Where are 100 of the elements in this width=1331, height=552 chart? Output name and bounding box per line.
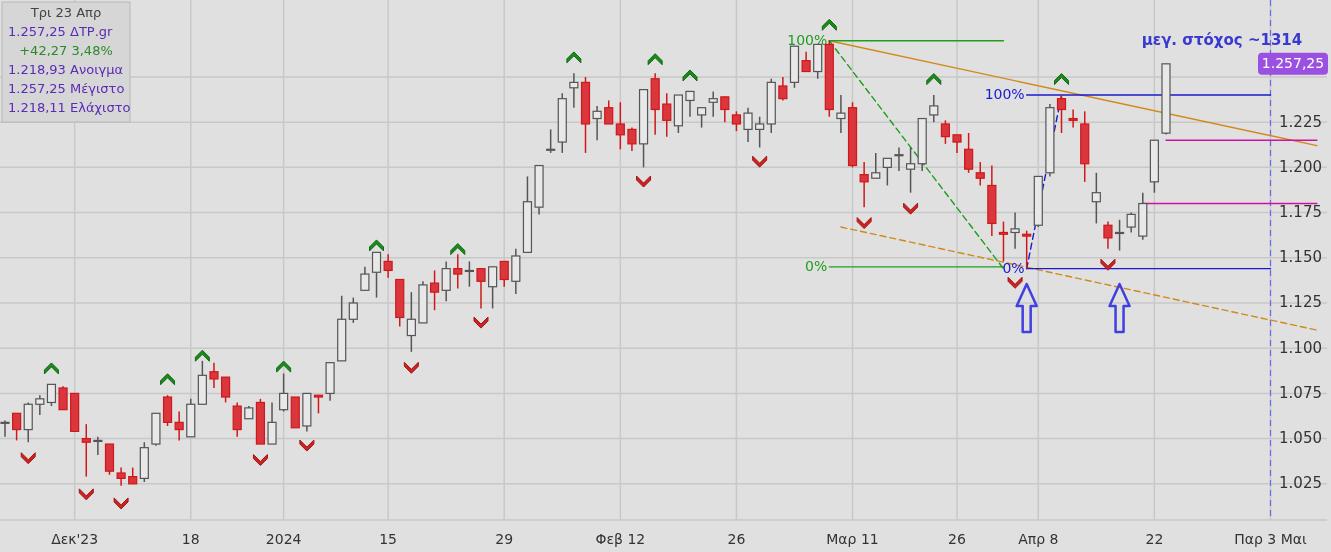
x-tick-label: 18 xyxy=(181,531,200,547)
candlestick xyxy=(615,101,625,151)
x-tick-label: 22 xyxy=(1145,531,1164,547)
candlestick xyxy=(209,361,219,389)
candlestick xyxy=(279,372,289,413)
y-tick-label: 1.100 xyxy=(1279,338,1322,357)
annotation: 1.257,25 xyxy=(1261,54,1325,71)
candlestick xyxy=(662,92,672,138)
point xyxy=(1007,276,1023,289)
candlestick xyxy=(871,152,881,179)
candlestick xyxy=(940,119,951,145)
candlestick xyxy=(499,260,509,288)
candlestick xyxy=(627,126,637,152)
candlestick xyxy=(35,394,45,416)
candlestick xyxy=(685,90,695,118)
candlestick xyxy=(1056,94,1067,134)
candlestick xyxy=(929,94,939,123)
point xyxy=(1054,73,1070,86)
candlestick xyxy=(406,291,416,353)
candlestick xyxy=(731,110,742,132)
y-tick-label: 1.200 xyxy=(1279,157,1322,176)
annotation: 1.218,93 Ανοιγμα xyxy=(8,61,124,77)
candlestick xyxy=(859,161,869,208)
candlestick xyxy=(93,436,103,456)
candlestick xyxy=(58,385,68,411)
x-tick-label: 15 xyxy=(379,531,398,547)
candlestick xyxy=(964,132,974,174)
x-tick-label: Μαρ 11 xyxy=(826,531,879,547)
point xyxy=(903,202,919,215)
x-tick-label: 26 xyxy=(948,531,967,547)
y-tick-label: 1.050 xyxy=(1279,429,1322,448)
x-tick-label: Φεβ 12 xyxy=(595,531,646,547)
candlestick xyxy=(116,466,126,487)
candlestick xyxy=(464,260,474,288)
candlestick xyxy=(220,376,231,404)
candlestick xyxy=(429,269,440,311)
point xyxy=(78,488,94,501)
candlestick xyxy=(12,412,22,442)
candlestick xyxy=(232,401,242,438)
candlestick xyxy=(453,253,463,290)
x-tick-label: 29 xyxy=(495,531,514,547)
x-tick-label: Απρ 8 xyxy=(1018,531,1059,547)
candlestick xyxy=(1091,172,1101,225)
y-tick-label: 1.125 xyxy=(1279,293,1322,312)
series-label: 0% xyxy=(1002,259,1025,276)
candlestick xyxy=(360,266,370,292)
candlestick xyxy=(952,134,962,154)
y-tick-label: 1.225 xyxy=(1279,112,1322,131)
candlestick xyxy=(905,146,916,194)
point xyxy=(821,18,837,31)
candlestick xyxy=(1103,220,1113,250)
candlestick xyxy=(975,161,985,187)
candlestick xyxy=(81,423,91,478)
candlestick xyxy=(476,267,486,310)
series-label: 100% xyxy=(984,86,1025,103)
annotation: 1.257,25 ΔΤΡ.gr xyxy=(8,23,114,39)
point xyxy=(752,155,768,168)
point xyxy=(926,73,942,86)
x-tick-label: Δεκ'23 xyxy=(51,531,99,547)
point xyxy=(566,51,582,64)
annotation: +42,27 3,48% xyxy=(19,42,113,58)
candlestick xyxy=(755,115,765,149)
candlestick xyxy=(697,106,707,129)
y-tick-label: 1.025 xyxy=(1279,474,1322,493)
point xyxy=(856,217,872,230)
series-label: 0% xyxy=(805,257,828,274)
candlestick xyxy=(1010,211,1020,250)
candlestick xyxy=(592,105,602,141)
candlestick xyxy=(488,266,498,310)
annotation: Τρι 23 Απρ xyxy=(29,4,102,20)
candlestick xyxy=(441,260,451,302)
point xyxy=(369,239,385,252)
point xyxy=(636,175,652,188)
candlestick xyxy=(313,394,324,415)
point xyxy=(20,452,36,465)
point xyxy=(682,69,698,82)
annotation: 1.257,25 Μέγιστο xyxy=(8,80,125,96)
y-tick-label: 1.175 xyxy=(1279,203,1322,222)
x-tick-label: 2024 xyxy=(265,531,302,547)
candlestick xyxy=(720,96,730,123)
point xyxy=(113,497,129,510)
y-tick-label: 1.150 xyxy=(1279,248,1322,267)
candlestick xyxy=(708,90,718,118)
candlestick xyxy=(894,146,904,172)
annotation: 1.218,11 Ελάχιστο xyxy=(8,99,131,115)
candlestick xyxy=(383,253,393,279)
candlestick xyxy=(46,383,57,407)
point xyxy=(1100,258,1116,271)
point xyxy=(647,53,663,66)
candlestick xyxy=(348,296,358,324)
text: μεγ. στόχος ~1314 xyxy=(1141,30,1303,49)
candlestick xyxy=(801,50,811,73)
candlestick xyxy=(604,99,614,125)
candlestick xyxy=(371,251,382,299)
candlestick xyxy=(1114,219,1125,252)
candlestick xyxy=(1068,108,1078,129)
point xyxy=(473,316,489,329)
candlestick xyxy=(778,76,788,102)
candlestick xyxy=(836,94,846,134)
series-label: 100% xyxy=(787,31,828,48)
